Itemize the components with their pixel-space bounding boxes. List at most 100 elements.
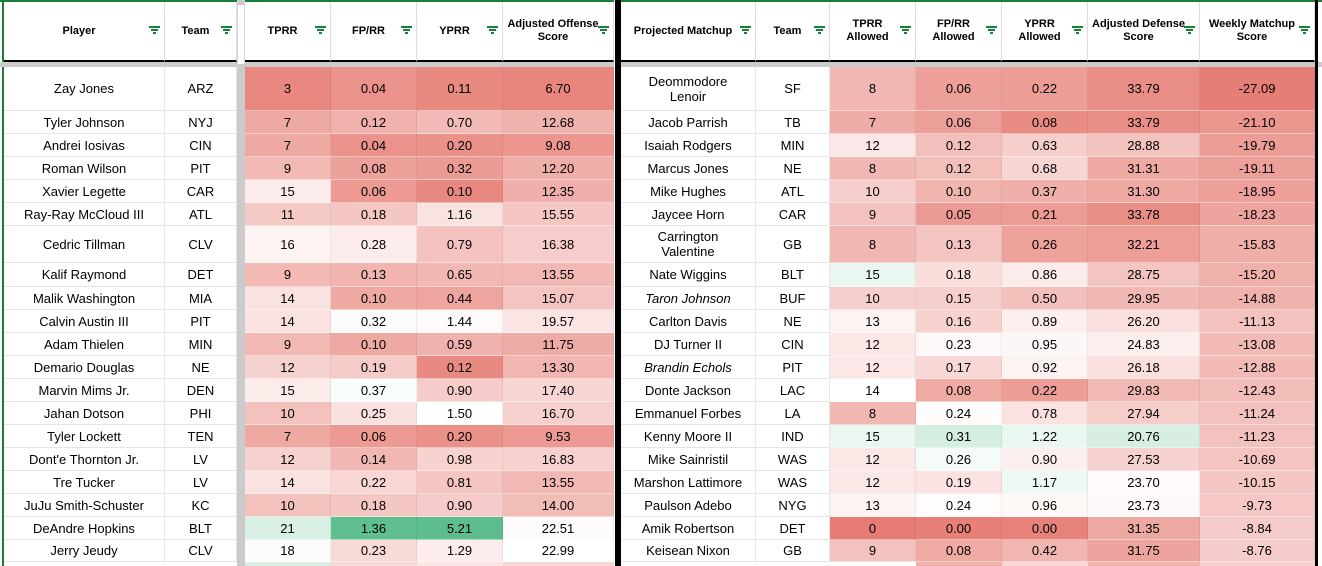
- stat-cell[interactable]: 0.14: [331, 448, 417, 471]
- stat-cell[interactable]: 0.32: [417, 157, 503, 180]
- stat-cell[interactable]: 14: [245, 471, 331, 494]
- stat-cell[interactable]: 26.18: [1088, 356, 1200, 379]
- filter-icon[interactable]: [400, 26, 413, 36]
- stat-cell[interactable]: 9: [245, 263, 331, 287]
- player-cell[interactable]: Donte Jackson: [621, 379, 756, 402]
- stat-cell[interactable]: 0.32: [331, 310, 417, 333]
- stat-cell[interactable]: 0.12: [916, 134, 1002, 157]
- stat-cell[interactable]: 0.22: [1002, 67, 1088, 111]
- team-cell[interactable]: IND: [756, 425, 830, 448]
- stat-cell[interactable]: 16: [245, 226, 331, 263]
- player-cell[interactable]: Carrington Valentine: [621, 226, 756, 263]
- stat-cell[interactable]: 13: [830, 310, 916, 333]
- player-cell[interactable]: Amik Robertson: [621, 517, 756, 540]
- stat-cell[interactable]: -10.15: [1200, 471, 1315, 494]
- column-header-tprr[interactable]: TPRR: [245, 0, 331, 62]
- filter-icon[interactable]: [486, 26, 499, 36]
- player-cell[interactable]: Paulson Adebo: [621, 494, 756, 517]
- stat-cell[interactable]: 31.35: [1088, 517, 1200, 540]
- stat-cell[interactable]: 0.90: [417, 379, 503, 402]
- stat-cell[interactable]: -18.95: [1200, 180, 1315, 203]
- stat-cell[interactable]: 0.00: [916, 517, 1002, 540]
- stat-cell[interactable]: 8: [830, 157, 916, 180]
- stat-cell[interactable]: 7: [830, 111, 916, 134]
- stat-cell[interactable]: 0.18: [331, 494, 417, 517]
- stat-cell[interactable]: 20.76: [1088, 425, 1200, 448]
- player-cell[interactable]: DJ Turner II: [621, 333, 756, 356]
- stat-cell[interactable]: 0.10: [916, 180, 1002, 203]
- stat-cell[interactable]: 0.50: [1002, 287, 1088, 310]
- stat-cell[interactable]: 0.20: [417, 134, 503, 157]
- player-cell[interactable]: Dont'e Thornton Jr.: [4, 448, 165, 471]
- stat-cell[interactable]: 12.20: [503, 157, 614, 180]
- team-cell[interactable]: PHI: [165, 402, 237, 425]
- stat-cell[interactable]: -8.76: [1200, 540, 1315, 562]
- stat-cell[interactable]: 17.40: [503, 379, 614, 402]
- player-cell[interactable]: Calvin Austin III: [4, 310, 165, 333]
- stat-cell[interactable]: 11.75: [503, 333, 614, 356]
- player-cell[interactable]: Tre Tucker: [4, 471, 165, 494]
- stat-cell[interactable]: 1.16: [417, 203, 503, 226]
- stat-cell[interactable]: 0: [830, 517, 916, 540]
- stat-cell[interactable]: 0.37: [331, 379, 417, 402]
- stat-cell[interactable]: 0.22: [1002, 379, 1088, 402]
- stat-cell[interactable]: 1.36: [331, 517, 417, 540]
- stat-cell[interactable]: 0.98: [417, 448, 503, 471]
- stat-cell[interactable]: -19.11: [1200, 157, 1315, 180]
- stat-cell[interactable]: 29.95: [1088, 287, 1200, 310]
- stat-cell[interactable]: 0.06: [331, 425, 417, 448]
- stat-cell[interactable]: 0.24: [916, 494, 1002, 517]
- stat-cell[interactable]: 0.12: [916, 157, 1002, 180]
- stat-cell[interactable]: 0.92: [1002, 356, 1088, 379]
- stat-cell[interactable]: 22.99: [503, 540, 614, 562]
- stat-cell[interactable]: 8: [830, 402, 916, 425]
- team-cell[interactable]: TB: [756, 111, 830, 134]
- stat-cell[interactable]: 16.70: [503, 402, 614, 425]
- stat-cell[interactable]: 22.51: [503, 517, 614, 540]
- team-cell[interactable]: KC: [165, 494, 237, 517]
- stat-cell[interactable]: 0.04: [331, 67, 417, 111]
- stat-cell[interactable]: 0.22: [331, 471, 417, 494]
- team-cell[interactable]: ARZ: [165, 67, 237, 111]
- player-cell[interactable]: Tyler Johnson: [4, 111, 165, 134]
- stat-cell[interactable]: -18.23: [1200, 203, 1315, 226]
- stat-cell[interactable]: 19.57: [503, 310, 614, 333]
- column-header-projected-matchup[interactable]: Projected Matchup: [621, 0, 756, 62]
- player-cell[interactable]: Kalif Raymond: [4, 263, 165, 287]
- stat-cell[interactable]: 10: [245, 402, 331, 425]
- column-header-adjusted-offense-score[interactable]: Adjusted Offense Score: [503, 0, 614, 62]
- team-cell[interactable]: BLT: [756, 263, 830, 287]
- stat-cell[interactable]: 9: [830, 540, 916, 562]
- stat-cell[interactable]: 0.90: [417, 494, 503, 517]
- team-cell[interactable]: DEN: [165, 379, 237, 402]
- stat-cell[interactable]: -8.84: [1200, 517, 1315, 540]
- team-cell[interactable]: NYG: [756, 494, 830, 517]
- stat-cell[interactable]: 0.23: [916, 333, 1002, 356]
- column-header-player[interactable]: Player: [4, 0, 165, 62]
- stat-cell[interactable]: 0.63: [1002, 134, 1088, 157]
- stat-cell[interactable]: 12: [245, 356, 331, 379]
- stat-cell[interactable]: 15: [830, 425, 916, 448]
- stat-cell[interactable]: 0.21: [1002, 203, 1088, 226]
- stat-cell[interactable]: -21.10: [1200, 111, 1315, 134]
- stat-cell[interactable]: 0.18: [916, 263, 1002, 287]
- team-cell[interactable]: CLV: [165, 540, 237, 562]
- filter-icon[interactable]: [314, 26, 327, 36]
- column-header-adjusted-defense-score[interactable]: Adjusted Defense Score: [1088, 0, 1200, 62]
- stat-cell[interactable]: 8: [830, 226, 916, 263]
- stat-cell[interactable]: 12: [830, 356, 916, 379]
- stat-cell[interactable]: 9.53: [503, 425, 614, 448]
- stat-cell[interactable]: 0.68: [1002, 157, 1088, 180]
- stat-cell[interactable]: 12: [830, 471, 916, 494]
- stat-cell[interactable]: 0.70: [417, 111, 503, 134]
- stat-cell[interactable]: 0.13: [331, 263, 417, 287]
- stat-cell[interactable]: 13.55: [503, 471, 614, 494]
- stat-cell[interactable]: 0.08: [916, 540, 1002, 562]
- team-cell[interactable]: NYJ: [165, 111, 237, 134]
- column-header-fp-rr[interactable]: FP/RR: [331, 0, 417, 62]
- stat-cell[interactable]: 0.59: [417, 333, 503, 356]
- stat-cell[interactable]: 15: [830, 263, 916, 287]
- stat-cell[interactable]: 1.29: [417, 540, 503, 562]
- stat-cell[interactable]: 33.78: [1088, 203, 1200, 226]
- stat-cell[interactable]: 10: [830, 180, 916, 203]
